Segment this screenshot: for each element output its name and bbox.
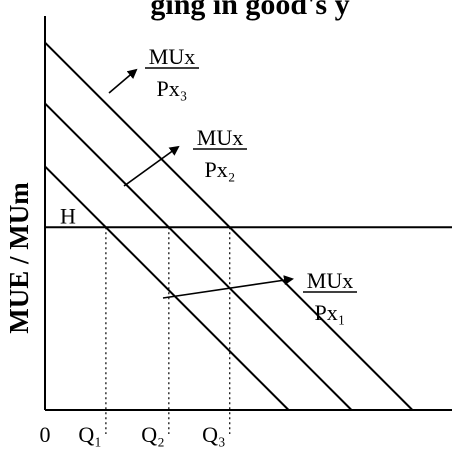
mu-line-2	[44, 102, 353, 411]
plot-area: H Q₁ Q₂ Q₃ MUx Px₁ MUx Px₂ MUx Px₃	[44, 41, 452, 447]
fraction-denominator-1: Px₁	[315, 300, 346, 325]
quantity-label-2: Q₂	[141, 422, 165, 447]
mu-line-1	[44, 165, 290, 411]
fraction-denominator-3: Px₃	[157, 76, 188, 101]
fraction-numerator-1: MUx	[307, 268, 353, 293]
chart-title: ging in good's y	[150, 0, 349, 21]
fraction-numerator-2: MUx	[197, 125, 243, 150]
y-axis-label: MUE / MUm	[4, 182, 34, 334]
h-line-label: H	[60, 203, 76, 228]
mu-line-3	[44, 41, 414, 411]
origin-label: 0	[40, 422, 51, 447]
quantity-label-1: Q₁	[78, 422, 102, 447]
fraction-denominator-2: Px₂	[205, 157, 236, 182]
quantity-label-3: Q₃	[202, 422, 226, 447]
shift-arrow-3	[108, 68, 138, 94]
fraction-numerator-3: MUx	[149, 44, 195, 69]
shift-arrow-1	[162, 275, 294, 299]
shift-arrow-2	[123, 145, 180, 187]
